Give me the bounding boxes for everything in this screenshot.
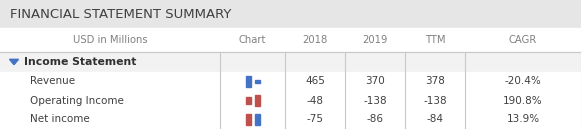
Text: 2018: 2018 <box>302 35 328 45</box>
Text: -75: -75 <box>307 115 324 124</box>
Text: TTM: TTM <box>425 35 445 45</box>
Text: Income Statement: Income Statement <box>24 57 137 67</box>
Bar <box>0 91 581 110</box>
Text: 465: 465 <box>305 76 325 87</box>
Text: 2019: 2019 <box>363 35 388 45</box>
Bar <box>246 114 250 125</box>
Text: Chart: Chart <box>239 35 266 45</box>
Text: Net income: Net income <box>30 115 89 124</box>
Bar <box>0 72 581 91</box>
Text: Revenue: Revenue <box>30 76 75 87</box>
Text: 370: 370 <box>365 76 385 87</box>
Polygon shape <box>9 59 19 65</box>
Text: -138: -138 <box>423 95 447 106</box>
Bar <box>0 28 581 52</box>
Text: -86: -86 <box>367 115 383 124</box>
Bar <box>0 52 581 72</box>
Text: -84: -84 <box>426 115 443 124</box>
Bar <box>254 95 260 106</box>
Bar <box>254 80 260 83</box>
Text: 13.9%: 13.9% <box>507 115 540 124</box>
Text: -20.4%: -20.4% <box>505 76 541 87</box>
Text: 378: 378 <box>425 76 445 87</box>
Text: USD in Millions: USD in Millions <box>73 35 148 45</box>
Text: 190.8%: 190.8% <box>503 95 543 106</box>
Bar <box>254 114 260 125</box>
Bar <box>246 76 250 87</box>
Text: FINANCIAL STATEMENT SUMMARY: FINANCIAL STATEMENT SUMMARY <box>10 7 231 21</box>
Bar <box>246 97 250 104</box>
Text: Operating Income: Operating Income <box>30 95 124 106</box>
Bar <box>0 0 581 28</box>
Text: -138: -138 <box>363 95 387 106</box>
Text: CAGR: CAGR <box>509 35 537 45</box>
Text: -48: -48 <box>307 95 324 106</box>
Bar <box>0 110 581 129</box>
